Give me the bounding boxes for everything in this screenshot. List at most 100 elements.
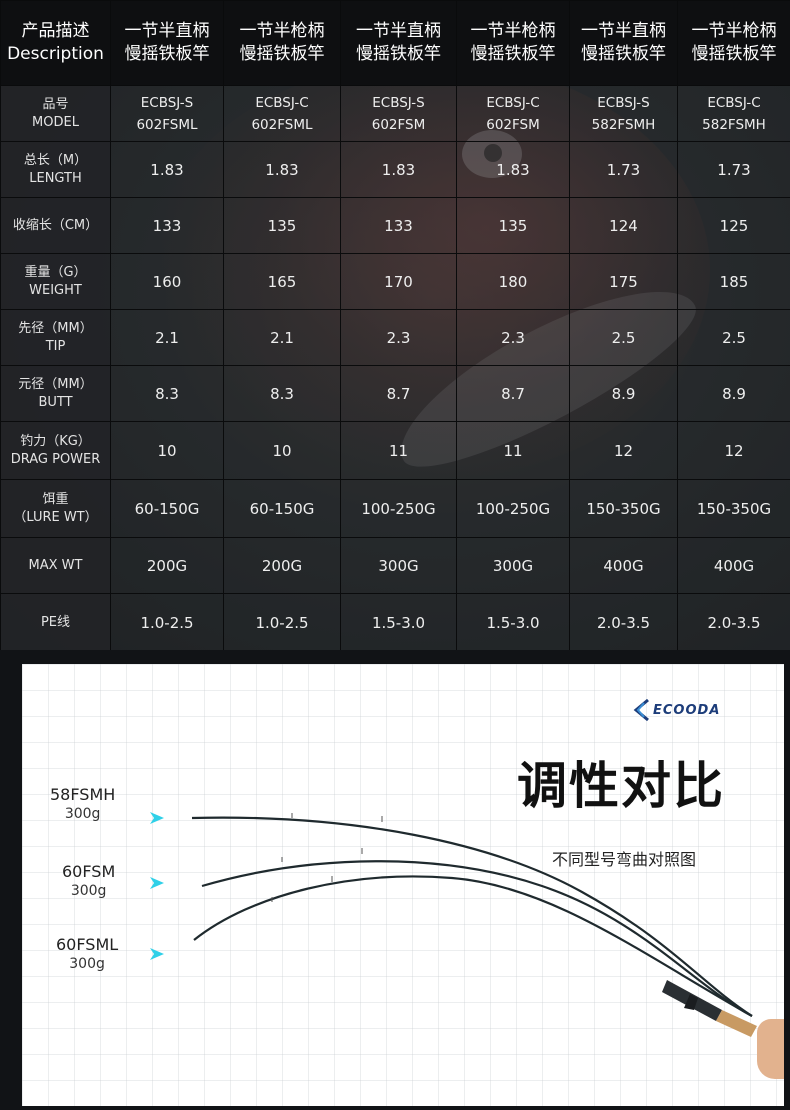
table-cell: 400G (569, 537, 678, 594)
rod-weight: 300g (70, 883, 107, 899)
table-cell: 160 (110, 253, 224, 310)
spec-row: MAX WT 200G 200G 300G 300G 400G 400G (0, 537, 790, 594)
header-col-1: 一节半直柄 慢摇铁板竿 (110, 0, 224, 86)
arrow-right-icon (150, 948, 164, 960)
row-label-line: LENGTH (29, 170, 82, 186)
header-col-3: 一节半直柄 慢摇铁板竿 (340, 0, 457, 86)
spec-row: 饵重 （LURE WT） 60-150G 60-150G 100-250G 100-250… (0, 479, 790, 538)
cell-line: 602FSM (371, 116, 426, 133)
spec-table: 产品描述 Description 一节半直柄 慢摇铁板竿 一节半枪柄 慢摇铁板竿 一… (0, 0, 790, 650)
table-cell: 60-150G (110, 479, 224, 538)
comparison-subtitle: 不同型号弯曲对照图 (552, 850, 697, 869)
table-cell: 8.3 (223, 365, 341, 422)
header-col-2: 一节半枪柄 慢摇铁板竿 (223, 0, 341, 86)
rod-weight: 300g (64, 806, 101, 822)
table-cell: 1.5-3.0 (340, 593, 457, 650)
header-col-6-line2: 慢摇铁板竿 (691, 44, 777, 64)
header-col-4: 一节半枪柄慢摇铁板竿 (456, 0, 570, 86)
table-cell: 2.5 (677, 309, 790, 366)
table-cell: 400G (677, 537, 790, 594)
table-cell: 2.1 (110, 309, 224, 366)
table-cell: ECBSJ-C 602FSM (456, 85, 570, 142)
row-label-line: MODEL (32, 114, 79, 130)
rod-curve-60fsm (201, 860, 753, 1017)
header-row: 产品描述 Description 一节半直柄 慢摇铁板竿 一节半枪柄 慢摇铁板竿 一… (0, 0, 790, 86)
table-cell: 2.3 (340, 309, 457, 366)
table-cell: 8.7 (340, 365, 457, 422)
header-col-2-line2: 慢摇铁板竿 (239, 44, 325, 64)
rod-model: 58FSMH (50, 785, 116, 804)
table-cell: 1.0-2.5 (110, 593, 224, 650)
table-cell: 8.9 (677, 365, 790, 422)
row-label-line: BUTT (38, 394, 73, 410)
row-label-line: 钓力（KG） (20, 433, 91, 449)
cell-line: ECBSJ-C (486, 94, 540, 111)
header-col-5-line1: 一节半直柄 (581, 21, 666, 41)
header-col-5: 一节半直柄 慢摇铁板竿 (569, 0, 678, 86)
row-label: 元径（MM） BUTT (0, 365, 111, 422)
row-label-line: 先径（MM） (18, 320, 93, 336)
spec-row: PE线 1.0-2.5 1.0-2.5 1.5-3.0 1.5-3.0 2.0-3.5 2.… (0, 593, 790, 650)
ecooda-logo-icon (632, 698, 650, 722)
table-cell: ECBSJ-C 602FSML (223, 85, 341, 142)
table-cell: 185 (677, 253, 790, 310)
row-label: 品号 MODEL (0, 85, 111, 142)
row-label-line: 品号 (42, 96, 69, 112)
arrow-right-icon (150, 877, 164, 889)
rod-label-60fsm: 60FSM 300g (62, 862, 115, 900)
table-cell: 10 (223, 421, 341, 480)
table-cell: 1.83 (110, 141, 224, 198)
cell-line: 602FSML (251, 116, 313, 133)
table-cell: 133 (110, 197, 224, 254)
table-cell: 165 (223, 253, 341, 310)
cell-line: ECBSJ-C (707, 94, 761, 111)
table-cell: 1.83 (340, 141, 457, 198)
cell-line: ECBSJ-S (597, 94, 650, 111)
header-col-6-line1: 一节半枪柄 (691, 21, 777, 41)
row-label: 收缩长（CM） (0, 197, 111, 254)
table-cell: 150-350G (569, 479, 678, 538)
row-label-line: （LURE WT） (13, 509, 98, 525)
brand-logo: ECOODA (632, 698, 721, 722)
table-cell: 1.73 (569, 141, 678, 198)
rod-label-60fsml: 60FSML 300g (56, 935, 118, 973)
table-cell: 150-350G (677, 479, 790, 538)
table-cell: ECBSJ-S 602FSM (340, 85, 457, 142)
rod-guides (271, 813, 383, 902)
table-cell: 11 (456, 421, 570, 480)
row-label-line: 元径（MM） (18, 376, 93, 392)
row-label: 饵重 （LURE WT） (0, 479, 111, 538)
table-cell: 100-250G (456, 479, 570, 538)
row-label-line: 收缩长（CM） (12, 217, 99, 233)
row-label-line: TIP (45, 338, 66, 354)
table-cell: 1.5-3.0 (456, 593, 570, 650)
table-cell: 2.3 (456, 309, 570, 366)
brand-name: ECOODA (653, 702, 721, 718)
spec-row: 元径（MM） BUTT 8.3 8.3 8.7 8.7 8.9 8.9 (0, 365, 790, 422)
header-col-4-line2: 慢摇铁板竿 (470, 44, 556, 64)
rod-model: 60FSML (56, 935, 119, 954)
table-cell: 100-250G (340, 479, 457, 538)
table-cell: 8.9 (569, 365, 678, 422)
table-cell: 2.0-3.5 (677, 593, 790, 650)
cell-line: 582FSMH (591, 116, 656, 133)
table-cell: 2.0-3.5 (569, 593, 678, 650)
spec-row: 总长（M） LENGTH 1.83 1.83 1.83 1.83 1.73 1.73 (0, 141, 790, 198)
table-cell: 2.5 (569, 309, 678, 366)
table-cell: ECBSJ-S 602FSML (110, 85, 224, 142)
table-cell: 124 (569, 197, 678, 254)
table-cell: 60-150G (223, 479, 341, 538)
header-col-6: 一节半枪柄慢摇铁板竿 (677, 0, 790, 86)
rod-curve-60fsml (193, 875, 753, 1017)
spec-row: 品号 MODEL ECBSJ-S 602FSML ECBSJ-C 602FSML ECBSJ… (0, 85, 790, 142)
row-label: PE线 (0, 593, 111, 650)
table-cell: 200G (223, 537, 341, 594)
cell-line: ECBSJ-C (255, 94, 309, 111)
row-label: MAX WT (0, 537, 111, 594)
rod-handle (662, 980, 757, 1037)
row-label: 钓力（KG） DRAG POWER (0, 421, 111, 480)
table-cell: 1.83 (223, 141, 341, 198)
table-cell: 1.73 (677, 141, 790, 198)
table-cell: 2.1 (223, 309, 341, 366)
header-col-4-line1: 一节半枪柄 (470, 21, 556, 41)
